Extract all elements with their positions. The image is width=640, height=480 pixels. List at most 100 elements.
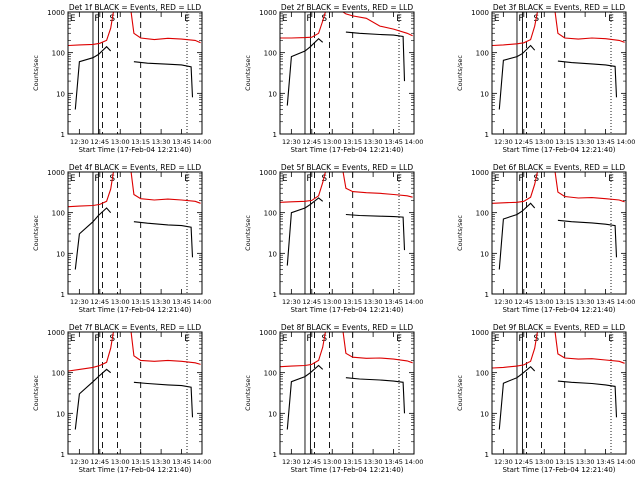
marker-annotation-f: F (518, 14, 523, 24)
series-line-events (286, 31, 406, 106)
marker-annotation-e: E (608, 14, 614, 24)
y-tick-label: 1000 (471, 9, 489, 17)
marker-annotation-e: E (70, 174, 76, 184)
x-tick-label: 12:45 (90, 458, 109, 466)
y-tick-label: 1 (485, 291, 489, 299)
x-tick-label: 13:45 (172, 458, 191, 466)
x-tick-label: 13:00 (323, 138, 342, 146)
detector-panel-5: Det 5f BLACK = Events, RED = LLD Counts/s… (244, 163, 423, 314)
x-tick-label: 13:00 (535, 458, 554, 466)
marker-annotation-e: E (184, 14, 190, 24)
x-tick-label: 12:30 (494, 458, 513, 466)
x-tick-label: 13:30 (152, 458, 171, 466)
x-tick-label: 12:30 (282, 298, 301, 306)
series-line-events (498, 202, 618, 270)
y-axis-label: Counts/sec (32, 55, 40, 91)
y-tick-label: 1 (273, 451, 277, 459)
marker-annotation-f: F (518, 334, 523, 344)
x-axis-label: Start Time (17-Feb-04 12:21:40) (78, 306, 191, 314)
x-tick-label: 13:00 (111, 298, 130, 306)
x-tick-label: 13:00 (323, 298, 342, 306)
marker-annotation-e: E (396, 174, 402, 184)
series-line-lld (492, 12, 625, 47)
x-tick-label: 12:45 (514, 298, 533, 306)
detector-panel-8: Det 8f BLACK = Events, RED = LLD Counts/s… (244, 323, 423, 474)
y-axis-label: Counts/sec (32, 375, 40, 411)
detector-panel-2: Det 2f BLACK = Events, RED = LLD Counts/s… (244, 3, 423, 154)
y-tick-label: 1 (61, 131, 65, 139)
x-tick-label: 14:00 (617, 458, 636, 466)
marker-annotation-e: E (494, 334, 500, 344)
plot-frame (491, 331, 627, 455)
plot-frame (491, 11, 627, 135)
y-tick-label: 1 (485, 451, 489, 459)
y-tick-label: 100 (264, 50, 277, 58)
x-tick-label: 12:45 (302, 298, 321, 306)
y-tick-label: 1000 (47, 329, 65, 337)
series-line-lld (68, 332, 201, 372)
y-tick-label: 100 (264, 370, 277, 378)
x-tick-label: 13:45 (596, 458, 615, 466)
panel-title: Det 5f BLACK = Events, RED = LLD (281, 163, 414, 172)
y-tick-label: 1000 (471, 169, 489, 177)
y-tick-label: 100 (52, 50, 65, 58)
y-tick-label: 10 (56, 410, 65, 418)
x-tick-label: 13:15 (131, 298, 150, 306)
plot-frame (279, 11, 415, 135)
x-tick-label: 13:45 (172, 298, 191, 306)
series-line-lld (68, 172, 201, 208)
y-tick-label: 100 (476, 210, 489, 218)
x-tick-label: 13:30 (152, 298, 171, 306)
y-tick-label: 10 (268, 250, 277, 258)
x-tick-label: 14:00 (405, 138, 424, 146)
series-line-events (74, 207, 194, 270)
x-tick-label: 14:00 (193, 138, 212, 146)
marker-annotation-f: F (94, 14, 99, 24)
y-tick-label: 1 (61, 451, 65, 459)
panel-title: Det 7f BLACK = Events, RED = LLD (69, 323, 202, 332)
series-line-lld (68, 12, 201, 47)
marker-annotation-e: E (184, 334, 190, 344)
y-axis-label: Counts/sec (456, 55, 464, 91)
x-tick-label: 13:30 (576, 458, 595, 466)
panel-title: Det 9f BLACK = Events, RED = LLD (493, 323, 626, 332)
x-tick-label: 13:45 (596, 138, 615, 146)
x-tick-label: 13:00 (535, 298, 554, 306)
marker-annotation-f: F (94, 334, 99, 344)
series-line-lld (492, 332, 625, 369)
y-tick-label: 10 (268, 90, 277, 98)
y-axis-label: Counts/sec (244, 215, 252, 251)
marker-annotation-e: E (70, 334, 76, 344)
x-tick-label: 13:30 (576, 138, 595, 146)
x-axis-label: Start Time (17-Feb-04 12:21:40) (290, 306, 403, 314)
x-tick-label: 14:00 (193, 458, 212, 466)
x-tick-label: 12:45 (302, 138, 321, 146)
marker-annotation-e: E (282, 14, 288, 24)
x-tick-label: 13:30 (576, 298, 595, 306)
marker-annotation-e: E (282, 174, 288, 184)
y-axis-label: Counts/sec (244, 55, 252, 91)
x-tick-label: 13:30 (364, 458, 383, 466)
plot-frame (67, 171, 203, 295)
y-tick-label: 100 (52, 370, 65, 378)
series-line-events (74, 45, 194, 110)
x-tick-label: 14:00 (405, 298, 424, 306)
x-tick-label: 13:15 (343, 298, 362, 306)
y-tick-label: 10 (268, 410, 277, 418)
y-tick-label: 1 (485, 131, 489, 139)
marker-annotation-e: E (608, 174, 614, 184)
detector-panel-3: Det 3f BLACK = Events, RED = LLD Counts/s… (456, 3, 635, 154)
x-tick-label: 13:30 (364, 298, 383, 306)
plot-frame (67, 331, 203, 455)
y-tick-label: 1 (273, 291, 277, 299)
x-tick-label: 13:15 (555, 458, 574, 466)
x-tick-label: 13:00 (535, 138, 554, 146)
series-line-events (498, 44, 618, 110)
x-tick-label: 13:15 (555, 298, 574, 306)
series-line-events (74, 368, 194, 430)
x-tick-label: 13:00 (111, 138, 130, 146)
x-tick-label: 12:30 (70, 138, 89, 146)
x-axis-label: Start Time (17-Feb-04 12:21:40) (78, 146, 191, 154)
series-line-events (498, 365, 618, 430)
